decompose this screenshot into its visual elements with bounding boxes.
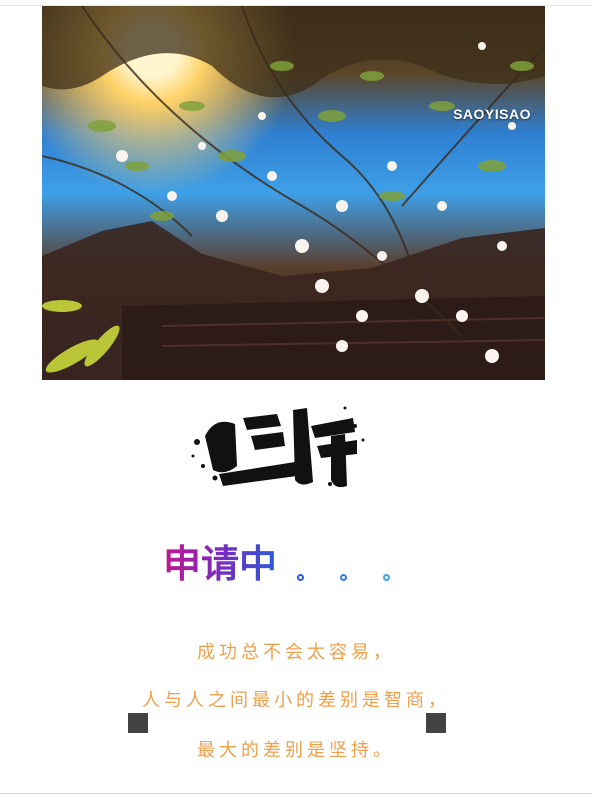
blossom-scene	[42, 6, 545, 380]
decor-square-left	[128, 713, 148, 733]
decor-square-right	[426, 713, 446, 733]
photo-watermark: SAOYISAO	[453, 106, 531, 122]
bottom-divider	[0, 793, 592, 794]
loading-dot-1	[297, 574, 304, 581]
quote-line-3: 最大的差别是坚持。	[197, 740, 395, 761]
quote-line-1: 成功总不会太容易，	[197, 642, 395, 663]
header-photo: SAOYISAO	[42, 6, 545, 380]
loading-dot-2	[340, 574, 347, 581]
quote-line-2: 人与人之间最小的差别是智商，	[142, 690, 450, 711]
status-title: 申请中	[163, 542, 278, 586]
loading-dot-3	[383, 574, 390, 581]
applying-status: 申请中	[163, 540, 277, 588]
top-divider	[0, 5, 592, 6]
calligraphy-image	[191, 406, 365, 488]
